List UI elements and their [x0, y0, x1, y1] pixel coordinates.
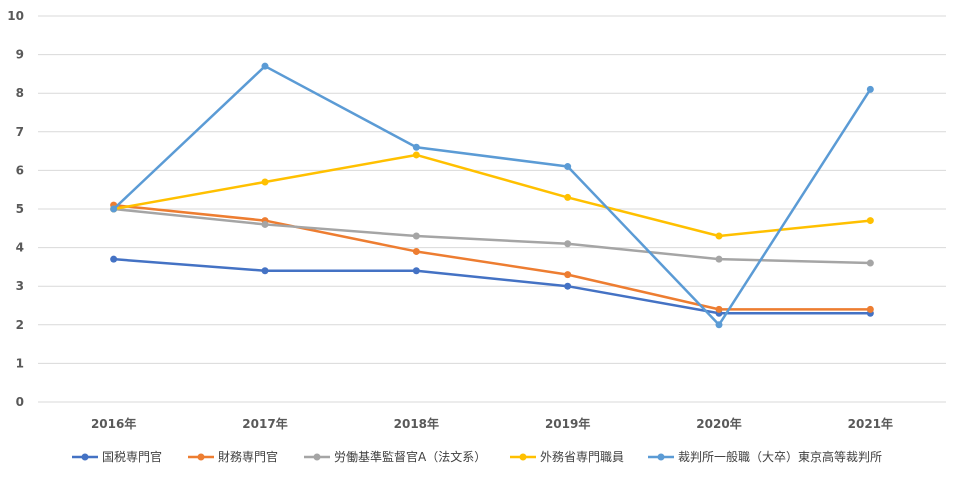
- legend-label: 財務専門官: [218, 449, 278, 464]
- legend-swatch-marker: [313, 453, 321, 461]
- data-point: [412, 247, 420, 255]
- legend-label: 外務省専門職員: [540, 450, 624, 464]
- data-point: [715, 305, 723, 313]
- x-tick-label: 2021年: [848, 416, 893, 431]
- series-group: [110, 62, 874, 329]
- x-tick-label: 2019年: [545, 416, 590, 431]
- legend-item: 労働基準監督官A（法文系）: [304, 449, 486, 464]
- data-point: [412, 267, 420, 275]
- data-point: [110, 255, 118, 263]
- data-point: [412, 143, 420, 151]
- legend-swatch-marker: [519, 453, 527, 461]
- legend-item: 外務省専門職員: [510, 450, 624, 464]
- y-tick-label: 4: [16, 241, 24, 255]
- series-2: [110, 201, 874, 313]
- legend-label: 裁判所一般職（大卒）東京高等裁判所: [678, 449, 882, 464]
- data-point: [261, 220, 269, 228]
- data-point: [866, 259, 874, 267]
- x-tick-label: 2020年: [696, 416, 741, 431]
- x-tick-label: 2017年: [242, 416, 287, 431]
- data-point: [715, 321, 723, 329]
- y-tick-label: 8: [16, 86, 24, 100]
- x-tick-label: 2016年: [91, 416, 136, 431]
- series-4: [110, 151, 874, 240]
- y-tick-label: 5: [16, 202, 24, 216]
- data-point: [261, 178, 269, 186]
- y-tick-label: 7: [16, 125, 24, 139]
- x-axis: 2016年 2017年 2018年 2019年 2020年 2021年: [91, 416, 893, 431]
- legend-item: 国税専門官: [72, 449, 162, 464]
- gridlines: [38, 15, 946, 403]
- y-tick-label: 6: [16, 163, 24, 177]
- data-point: [564, 271, 572, 279]
- series-1: [110, 255, 874, 317]
- data-point: [866, 305, 874, 313]
- legend-label: 国税専門官: [102, 449, 162, 464]
- series-line: [112, 257, 872, 315]
- series-line: [112, 153, 872, 238]
- series-line: [112, 203, 872, 311]
- series-3: [110, 205, 874, 267]
- data-point: [564, 163, 572, 171]
- legend-item: 財務専門官: [188, 449, 278, 464]
- legend-swatch-marker: [81, 453, 89, 461]
- y-tick-label: 9: [16, 48, 24, 62]
- data-point: [715, 232, 723, 240]
- data-point: [261, 267, 269, 275]
- y-tick-label: 0: [16, 395, 24, 409]
- data-point: [110, 205, 118, 213]
- data-point: [866, 85, 874, 93]
- data-point: [564, 193, 572, 201]
- data-point: [866, 217, 874, 225]
- series-5: [110, 62, 874, 329]
- data-point: [564, 282, 572, 290]
- y-tick-label: 3: [16, 279, 24, 293]
- y-tick-label: 10: [7, 9, 24, 23]
- legend-item: 裁判所一般職（大卒）東京高等裁判所: [648, 449, 882, 464]
- y-tick-label: 2: [16, 318, 24, 332]
- legend: 国税専門官 財務専門官 労働基準監督官A（法文系） 外務省専門職員 裁判所一般職（大卒）…: [72, 449, 882, 464]
- y-axis: 0 1 2 3 4 5 6 7 8 9 10: [7, 9, 24, 409]
- data-point: [261, 62, 269, 70]
- data-point: [564, 240, 572, 248]
- data-point: [412, 232, 420, 240]
- series-line: [112, 207, 872, 265]
- data-point: [412, 151, 420, 159]
- y-tick-label: 1: [16, 356, 24, 370]
- legend-label: 労働基準監督官A（法文系）: [334, 449, 486, 464]
- x-tick-label: 2018年: [394, 416, 439, 431]
- series-line: [112, 64, 872, 327]
- data-point: [715, 255, 723, 263]
- legend-swatch-marker: [197, 453, 205, 461]
- legend-swatch-marker: [657, 453, 665, 461]
